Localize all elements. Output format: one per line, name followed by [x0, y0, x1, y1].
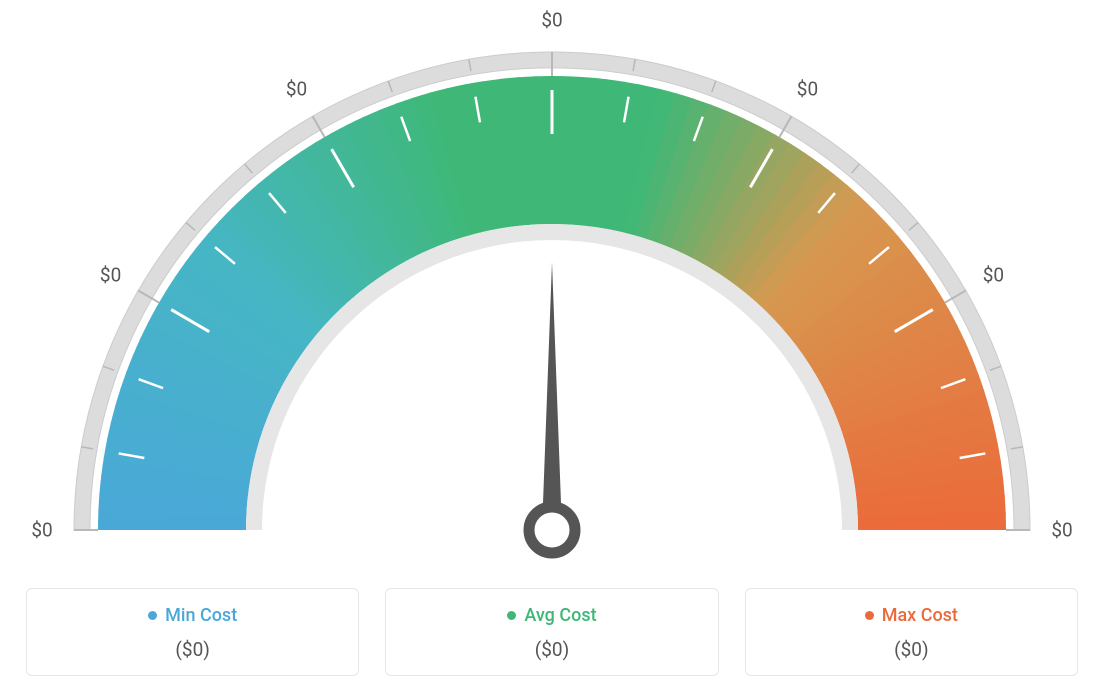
cost-gauge-infographic: $0 $0 $0 $0 $0 $0 $0 Min Cost ($0) Avg Cost ($…: [0, 0, 1104, 690]
legend-value-max: ($0): [756, 638, 1067, 661]
legend-dot-max: [865, 611, 874, 620]
legend-value-min: ($0): [37, 638, 348, 661]
gauge-scale-label: $0: [797, 77, 818, 100]
gauge-scale-label: $0: [1051, 519, 1072, 542]
legend-card-max: Max Cost ($0): [745, 588, 1078, 676]
legend-value-avg: ($0): [396, 638, 707, 661]
gauge-scale-label: $0: [100, 263, 121, 286]
gauge: $0 $0 $0 $0 $0 $0 $0: [22, 0, 1082, 560]
legend-dot-avg: [507, 611, 516, 620]
legend-title-min: Min Cost: [148, 605, 237, 626]
legend-label-avg: Avg Cost: [524, 605, 596, 626]
legend-row: Min Cost ($0) Avg Cost ($0) Max Cost ($0…: [0, 588, 1104, 676]
gauge-scale-label: $0: [541, 9, 562, 32]
gauge-scale-label: $0: [31, 519, 52, 542]
gauge-scale-label: $0: [286, 77, 307, 100]
legend-dot-min: [148, 611, 157, 620]
gauge-scale-label: $0: [983, 263, 1004, 286]
legend-label-max: Max Cost: [882, 605, 958, 626]
legend-card-avg: Avg Cost ($0): [385, 588, 718, 676]
gauge-svg: [22, 0, 1082, 560]
legend-title-max: Max Cost: [865, 605, 958, 626]
legend-label-min: Min Cost: [165, 605, 237, 626]
legend-title-avg: Avg Cost: [507, 605, 596, 626]
legend-card-min: Min Cost ($0): [26, 588, 359, 676]
